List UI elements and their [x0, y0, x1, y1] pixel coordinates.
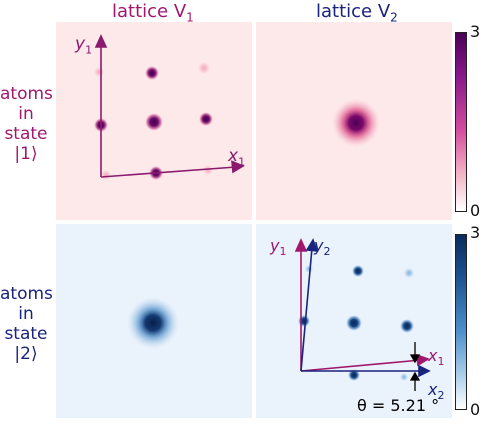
panel-state1-lattice2 [256, 22, 452, 220]
colorbar-state1-min: 0 [470, 201, 481, 220]
x1-axis [100, 166, 237, 178]
column-title-v2: lattice V2 [316, 1, 398, 25]
peak-center [346, 315, 362, 331]
y1-arrowhead [94, 34, 108, 48]
theta-label: θ = 5.21 ° [357, 396, 440, 415]
row-label-state2: atoms in state |2⟩ [0, 284, 53, 364]
axis-label-x1-br: x1 [428, 346, 445, 369]
y1-arrowhead [294, 238, 308, 252]
panel-state2-lattice1 [56, 224, 252, 418]
peak-center [145, 113, 163, 131]
colorbar-state1 [455, 32, 467, 212]
x1-arrowhead [416, 353, 430, 367]
axis-label-y1: y1 [75, 34, 93, 57]
panel-state2-lattice1-graphic [127, 297, 179, 349]
column-title-v1: lattice V1 [112, 1, 194, 25]
peak-weak [305, 265, 313, 273]
cloud-peak [332, 99, 380, 147]
panel-state1-lattice1 [56, 22, 252, 220]
peak [145, 66, 159, 80]
axis-label-x1: x1 [228, 146, 246, 169]
angle-marker-top-arrowhead [409, 354, 421, 364]
y2-arrowhead [305, 238, 319, 252]
panel-state2-lattice2-graphic [294, 238, 431, 391]
peak [298, 315, 310, 327]
axis-label-y1-br: y1 [270, 236, 287, 259]
colorbar-state2 [455, 234, 467, 410]
cloud-peak [127, 297, 179, 349]
peak-weak [404, 268, 414, 278]
panel-state1-lattice2-graphic [332, 99, 380, 147]
axis-label-x2-br: x2 [428, 380, 445, 403]
peak-weak [94, 67, 104, 77]
row-label-state1: atoms in state |1⟩ [0, 84, 53, 164]
colorbar-state2-min: 0 [470, 400, 481, 419]
peak [348, 369, 360, 381]
peak [199, 112, 213, 126]
peak-weak [198, 62, 210, 74]
y2-axis [300, 247, 313, 372]
peak [352, 265, 364, 277]
colorbar-state1-max: 3 [470, 22, 481, 41]
x2-arrowhead [418, 364, 431, 378]
angle-marker-bottom-arrowhead [409, 371, 421, 381]
axis-label-y2-br: y2 [314, 236, 331, 259]
peak [400, 319, 414, 333]
panel-state2-lattice2 [256, 224, 452, 418]
peak-weak [400, 373, 408, 381]
colorbar-state2-max: 3 [470, 223, 481, 242]
x1-arrowhead [231, 160, 245, 174]
peak-weak [203, 165, 213, 175]
x1-axis [300, 359, 422, 372]
panel-state1-lattice1-graphic [94, 34, 245, 180]
peak-weak [101, 170, 111, 180]
